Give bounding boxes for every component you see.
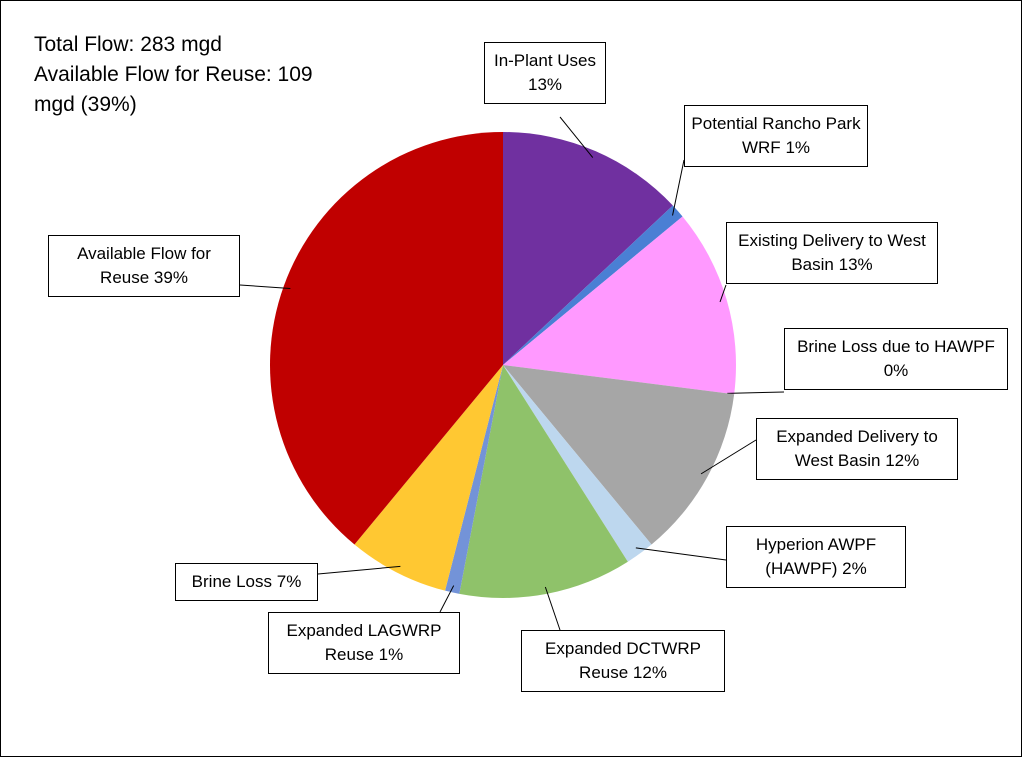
header: Total Flow: 283 mgd Available Flow for R… (34, 30, 324, 120)
label-name: Hyperion AWPF (HAWPF) (755, 535, 877, 578)
pie-slice (503, 205, 683, 365)
pie-slice (503, 365, 735, 545)
leader-line (559, 116, 594, 158)
label-value: 13% (527, 75, 563, 94)
label-value: 12% (885, 451, 920, 470)
chart-title: Total Flow: 283 mgd (34, 33, 222, 56)
label-value: 39% (153, 268, 188, 287)
chart-subtitle: Available Flow for Reuse: 109 mgd (39%) (34, 63, 313, 116)
leader-line (672, 159, 685, 216)
data-label: In-Plant Uses 13% (484, 42, 606, 104)
data-label: Expanded Delivery to West Basin 12% (756, 418, 958, 480)
label-name: Brine Loss due to HAWPF (797, 337, 995, 356)
label-name: Available Flow for Reuse (77, 244, 211, 287)
label-value: 12% (632, 663, 667, 682)
leader-line (700, 439, 757, 475)
data-label: Brine Loss due to HAWPF 0% (784, 328, 1008, 390)
label-value: 2% (842, 559, 867, 578)
data-label: Available Flow for Reuse 39% (48, 235, 240, 297)
pie-slice (503, 216, 736, 395)
leader-line (239, 284, 291, 289)
leader-line (719, 284, 727, 303)
pie-slice (503, 365, 652, 562)
label-name: Expanded Delivery to West Basin (776, 427, 938, 470)
leader-line (317, 565, 401, 575)
pie-slice (269, 132, 503, 545)
label-name: Expanded DCTWRP Reuse (545, 639, 701, 682)
data-label: Hyperion AWPF (HAWPF) 2% (726, 526, 906, 588)
label-value: 7% (276, 572, 302, 591)
label-name: In-Plant Uses (493, 51, 597, 70)
data-label: Potential Rancho Park WRF 1% (684, 105, 868, 167)
pie-slice (503, 132, 673, 365)
label-value: 1% (785, 138, 811, 157)
label-name: Potential Rancho Park WRF (691, 114, 861, 157)
label-name: Expanded LAGWRP Reuse (286, 621, 442, 664)
data-label: Expanded DCTWRP Reuse 12% (521, 630, 725, 692)
data-label: Expanded LAGWRP Reuse 1% (268, 612, 460, 674)
label-value: 1% (378, 645, 404, 664)
pie-slice (354, 365, 503, 591)
leader-line (635, 547, 727, 561)
data-label: Brine Loss 7% (175, 563, 318, 601)
data-label: Existing Delivery to West Basin 13% (726, 222, 938, 284)
leader-line (544, 586, 561, 631)
label-name: Existing Delivery to West Basin (738, 231, 926, 274)
leader-line (439, 585, 455, 613)
leader-line (727, 391, 785, 394)
pie-slice (459, 365, 628, 599)
pie-slice (445, 365, 503, 594)
label-value: 13% (838, 255, 873, 274)
label-value: 0% (883, 361, 909, 380)
label-name: Brine Loss (191, 572, 272, 591)
